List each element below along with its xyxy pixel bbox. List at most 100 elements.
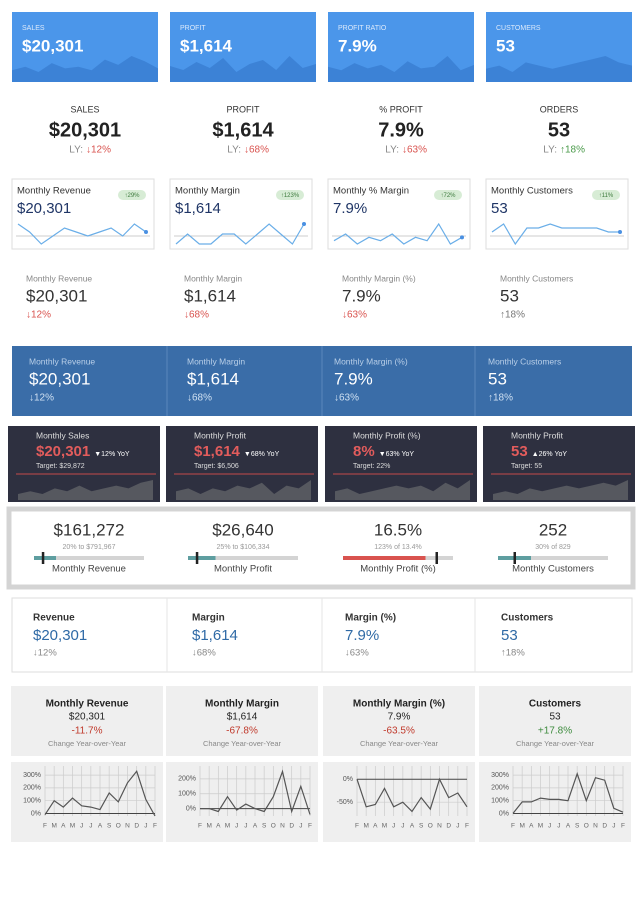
bullet-subtitle: 30% of 829	[535, 544, 571, 551]
x-tick-label: M	[225, 823, 230, 830]
y-tick-label: 300%	[491, 772, 509, 779]
bullet-marker	[435, 552, 438, 564]
y-tick-label: 100%	[491, 798, 509, 805]
dark-target: Target: $6,506	[194, 463, 239, 470]
dark-title: Monthly Profit	[511, 430, 564, 440]
kpi-label: ORDERS	[540, 104, 579, 114]
band-value: 7.9%	[334, 369, 373, 388]
bullet-marker	[513, 552, 516, 564]
sparkline	[175, 223, 305, 245]
card-value: 53	[491, 200, 508, 217]
tile-value: $20,301	[22, 36, 83, 55]
ly-change: ↑18%	[560, 145, 585, 156]
bullet-value: $161,272	[54, 520, 125, 539]
bullet-fill	[34, 556, 56, 560]
bullet-fill	[343, 556, 426, 560]
x-tick-label: J	[299, 823, 302, 830]
kpi-label: % PROFIT	[379, 104, 423, 114]
x-tick-label: N	[437, 823, 442, 830]
x-tick-label: F	[198, 823, 202, 830]
bullet-subtitle: 20% to $791,967	[63, 544, 116, 551]
x-tick-label: J	[456, 823, 459, 830]
x-tick-label: J	[144, 823, 147, 830]
dark-target: Target: 22%	[353, 463, 390, 470]
y-tick-label: 200%	[491, 785, 509, 792]
chart-line	[512, 771, 624, 814]
sparkline-area	[486, 56, 632, 82]
kpi-change: ↓12%	[26, 310, 51, 321]
chart-card	[11, 686, 163, 756]
chart-line	[44, 770, 156, 817]
tile-value: 53	[496, 36, 515, 55]
x-tick-label: A	[216, 823, 221, 830]
badge	[592, 190, 620, 200]
badge	[434, 190, 462, 200]
x-tick-label: O	[584, 823, 589, 830]
band-value: $20,301	[29, 369, 90, 388]
card-value: $1,614	[175, 200, 221, 217]
x-tick-label: N	[280, 823, 285, 830]
x-tick-label: O	[271, 823, 276, 830]
x-tick-label: J	[244, 823, 247, 830]
kpi-value: $1,614	[212, 119, 274, 141]
sparkline-area	[18, 480, 153, 500]
badge	[118, 190, 146, 200]
kpi-value: $20,301	[49, 119, 121, 141]
chart-caption: Change Year-over-Year	[203, 739, 282, 748]
boxed-value: $20,301	[33, 627, 87, 644]
x-tick-label: S	[262, 823, 267, 830]
dark-title: Monthly Profit	[194, 430, 247, 440]
ly-change: ↓68%	[244, 145, 269, 156]
x-tick-label: F	[465, 823, 469, 830]
dark-title: Monthly Sales	[36, 430, 89, 440]
tile-value: $1,614	[180, 36, 233, 55]
kpi-title: Monthly Margin (%)	[342, 273, 416, 283]
band-title: Monthly Margin	[187, 356, 245, 366]
dark-value: $20,301	[36, 443, 90, 460]
x-tick-label: S	[419, 823, 424, 830]
chart-line	[200, 769, 311, 815]
bullet-track	[34, 556, 144, 560]
dark-target: Target: $29,872	[36, 463, 85, 470]
bullet-title: Monthly Profit	[214, 564, 272, 575]
x-tick-label: M	[538, 823, 543, 830]
kpi-change: ↑18%	[500, 310, 525, 321]
chart-value: 7.9%	[388, 712, 411, 723]
boxed-change: ↑18%	[501, 648, 525, 659]
chart-change: +17.8%	[538, 726, 572, 737]
bullet-title: Monthly Revenue	[52, 564, 126, 575]
dark-value: 53	[511, 443, 528, 460]
boxed-value: 53	[501, 627, 518, 644]
x-tick-label: J	[89, 823, 92, 830]
x-tick-label: N	[125, 823, 130, 830]
badge-text: ↑123%	[281, 193, 300, 199]
sparkline	[333, 222, 463, 245]
ly-change: ↓63%	[402, 145, 427, 156]
x-tick-label: F	[153, 823, 157, 830]
tile-label: CUSTOMERS	[496, 25, 541, 32]
x-tick-label: O	[116, 823, 121, 830]
chart-title: Monthly Margin	[205, 699, 279, 710]
x-tick-label: M	[70, 823, 75, 830]
badge-text: ↑11%	[599, 193, 614, 199]
chart-card	[166, 686, 318, 756]
dark-change: ▲26% YoY	[532, 451, 568, 458]
ly-prefix: LY:	[543, 145, 557, 156]
kpi-label: PROFIT	[227, 104, 261, 114]
band-title: Monthly Margin (%)	[334, 356, 408, 366]
x-tick-label: M	[363, 823, 368, 830]
x-tick-label: F	[43, 823, 47, 830]
badge-text: ↑29%	[124, 193, 140, 199]
x-tick-label: S	[107, 823, 112, 830]
bullet-frame	[6, 506, 636, 590]
end-dot	[302, 222, 306, 226]
tile-value: 7.9%	[338, 36, 377, 55]
sparkline	[17, 223, 147, 245]
x-tick-label: J	[548, 823, 551, 830]
bullet-fill	[188, 556, 216, 560]
card-value: 7.9%	[333, 200, 367, 217]
chart-caption: Change Year-over-Year	[516, 739, 595, 748]
bullet-marker	[195, 552, 199, 564]
x-tick-label: J	[80, 823, 83, 830]
tile-label: SALES	[22, 25, 45, 32]
